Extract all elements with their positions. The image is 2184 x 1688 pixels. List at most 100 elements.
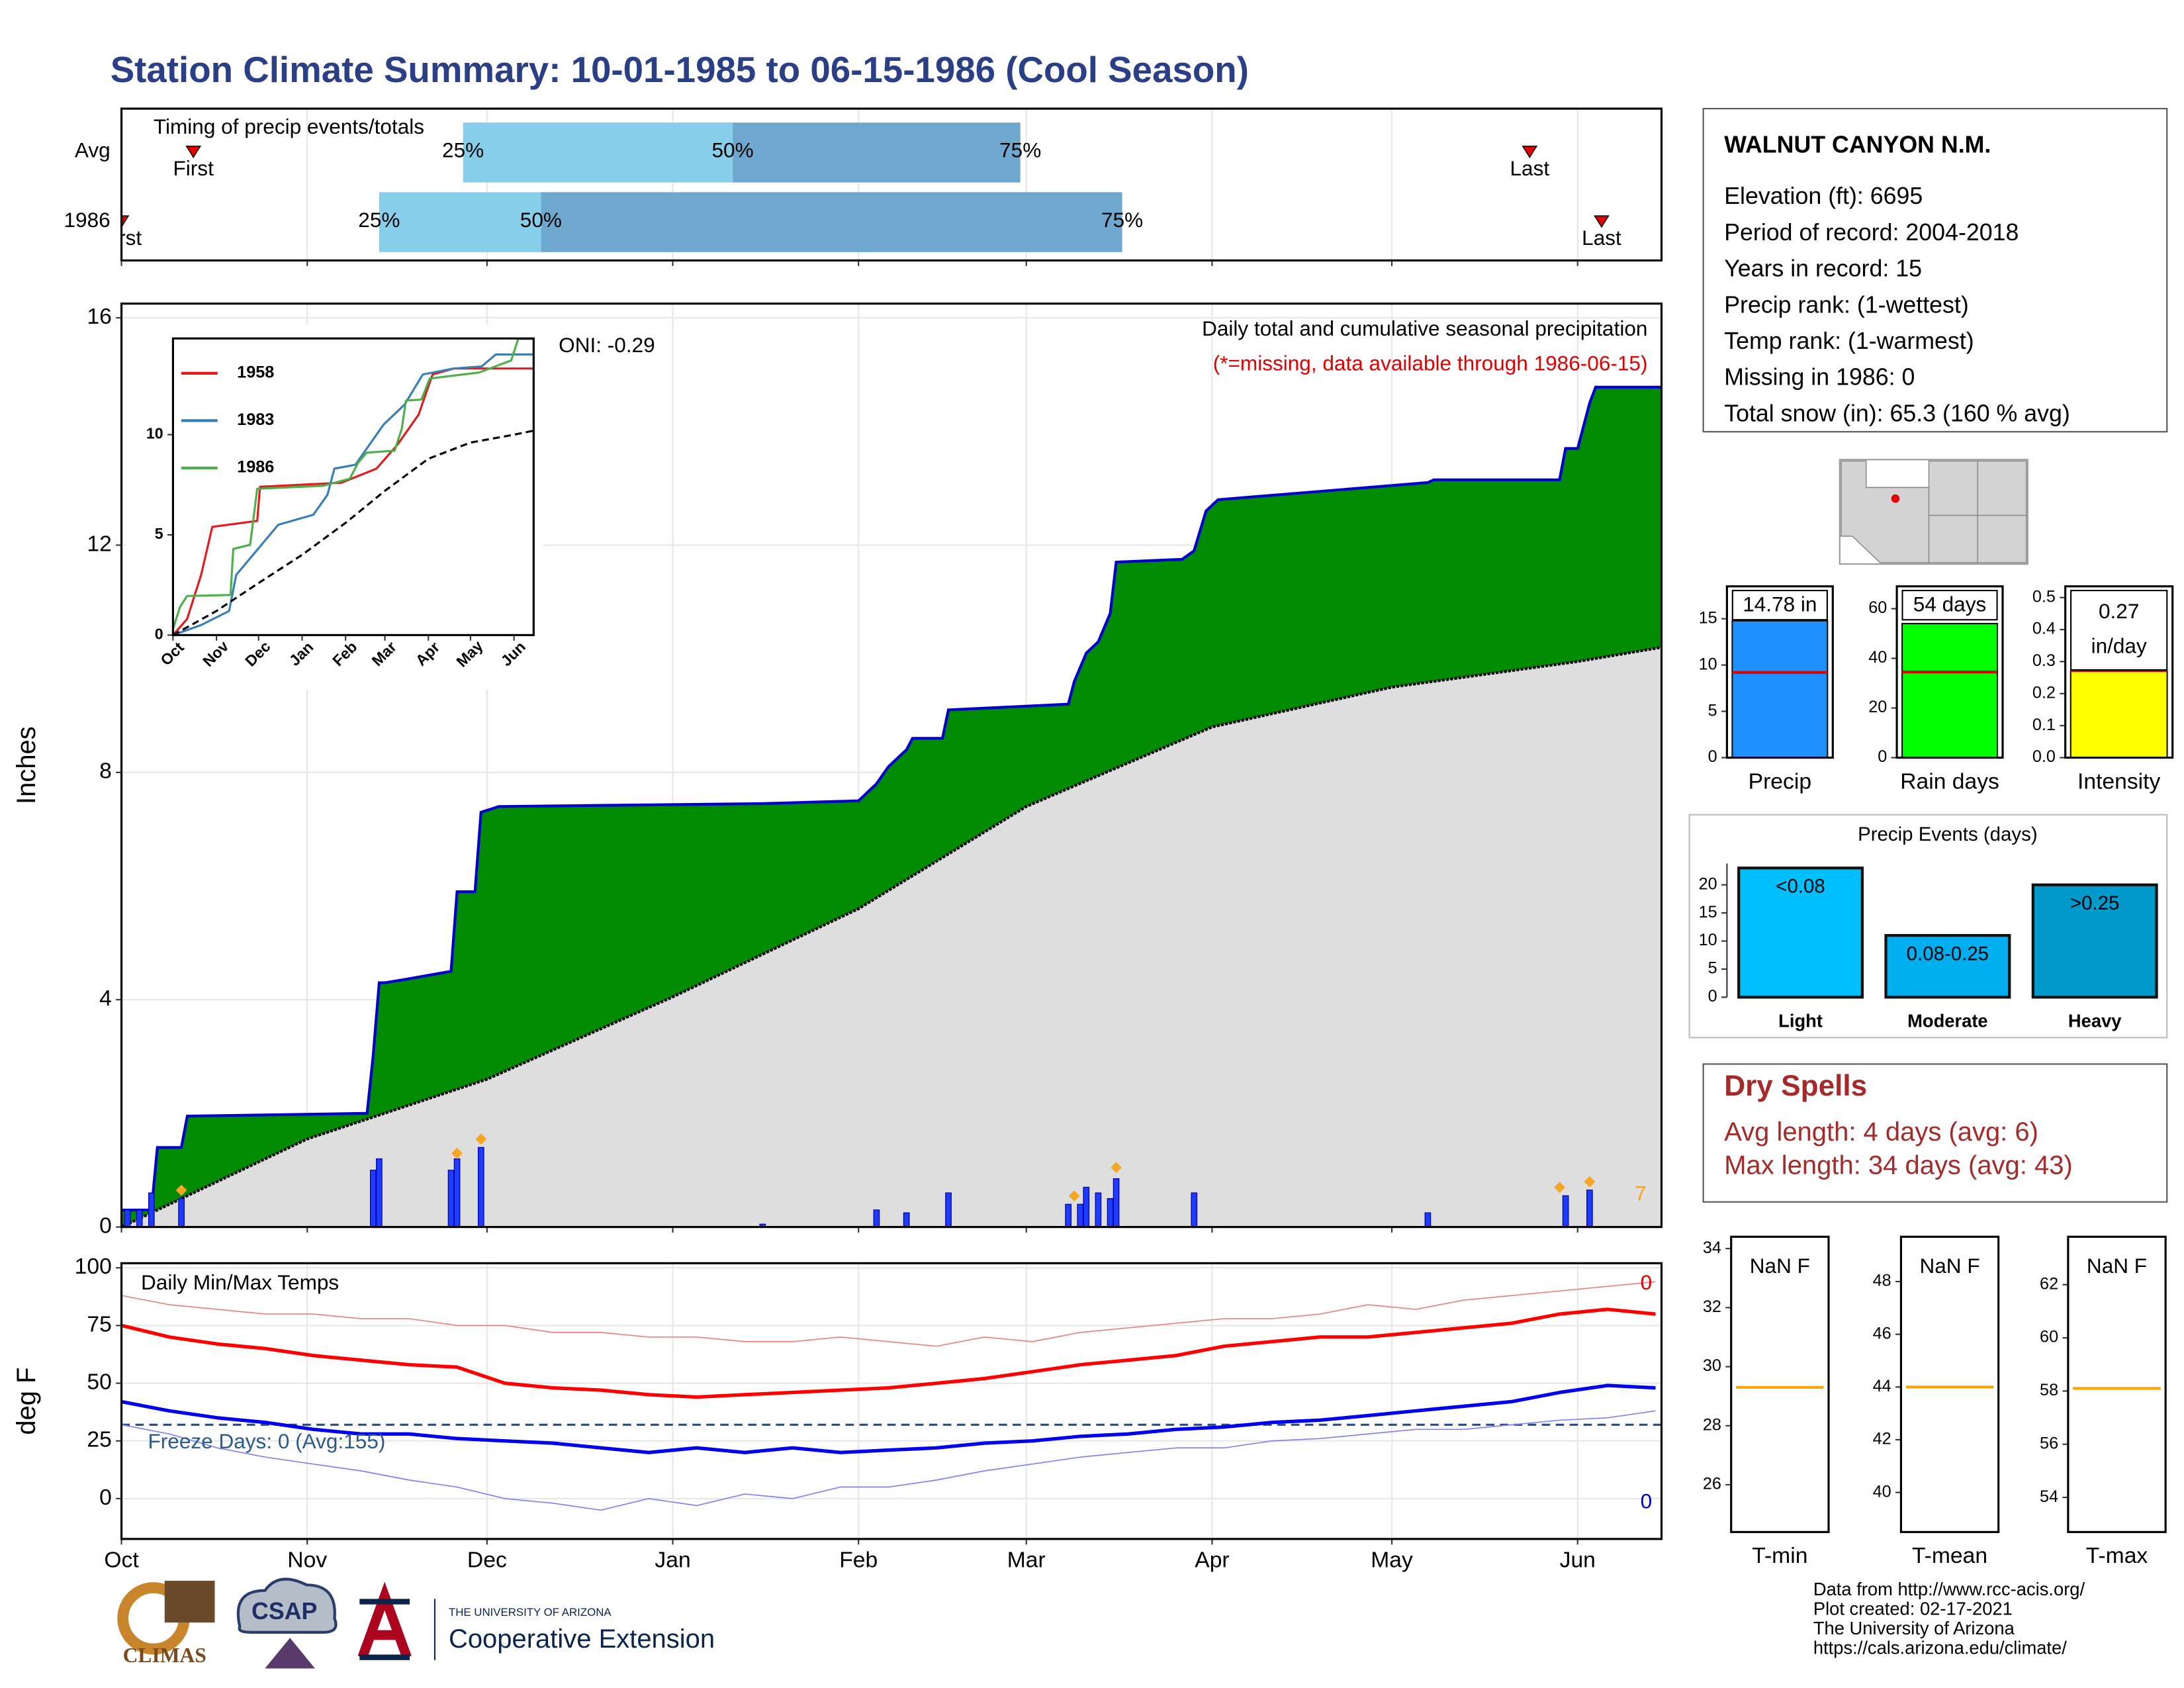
- series-line: [120, 1307, 1656, 1399]
- bar: [1737, 867, 1864, 999]
- value-label: 0.27: [2099, 599, 2139, 623]
- climas-logo-block: [164, 1580, 215, 1623]
- y-tick-label: 0.5: [2032, 587, 2056, 606]
- freeze-days: Freeze Days: 0 (Avg:155): [148, 1429, 386, 1453]
- value-label: NaN F: [1750, 1254, 1810, 1278]
- bin-label: <0.08: [1776, 875, 1825, 897]
- daily-bar: [136, 1209, 143, 1228]
- category-label: Precip: [1749, 769, 1811, 794]
- daily-bar: [447, 1170, 455, 1228]
- plot-frame: [120, 107, 1663, 262]
- y-tick-label: 10: [1699, 655, 1717, 673]
- csap-text: CSAP: [251, 1598, 317, 1624]
- value-label: 14.78 in: [1743, 592, 1817, 616]
- value-label-box: [1901, 590, 1998, 621]
- y-tick-label: 0: [1878, 747, 1887, 766]
- plot-frame: [2064, 585, 2174, 759]
- timeline-title: Timing of precip events/totals: [154, 115, 424, 138]
- x-tick-label: Dec: [467, 1548, 507, 1572]
- station-line: Years in record: 15: [1724, 256, 1922, 282]
- quantile-label: 25%: [358, 208, 400, 232]
- y-tick-label: 4: [99, 986, 112, 1011]
- daily-bar: [453, 1158, 461, 1228]
- y-tick-label: 0: [155, 626, 163, 643]
- bin-label: 0.08-0.25: [1907, 943, 1989, 964]
- page-title: Station Climate Summary: 10-01-1985 to 0…: [111, 49, 1249, 90]
- plot-frame: [120, 303, 1663, 1229]
- daily-bar: [873, 1209, 880, 1228]
- x-tick-label: Oct: [104, 1548, 139, 1572]
- min-count: 0: [1641, 1489, 1653, 1513]
- y-tick-label: 42: [1873, 1430, 1891, 1448]
- bar: [1901, 622, 1999, 759]
- y-tick-label: 25: [87, 1428, 111, 1452]
- y-tick-label: 62: [2040, 1274, 2058, 1293]
- bar: [1731, 620, 1829, 759]
- legend-label: 1958: [237, 363, 274, 382]
- average-line: [120, 645, 1662, 1229]
- quantile-label: 50%: [520, 208, 562, 232]
- daily-bar: [369, 1170, 377, 1228]
- daily-bar: [1113, 1178, 1120, 1228]
- dry-spells-box: [1702, 1063, 2168, 1203]
- daily-bar: [1083, 1186, 1090, 1228]
- x-tick-label: Jun: [1560, 1548, 1596, 1572]
- legend-label: 1983: [237, 410, 274, 429]
- y-tick-label: 10: [146, 425, 163, 442]
- bar: [2031, 883, 2158, 999]
- daily-bar: [376, 1158, 383, 1228]
- daily-bar: [148, 1192, 155, 1228]
- y-tick-label: 40: [1873, 1482, 1891, 1501]
- series-line: [121, 1281, 1656, 1347]
- y-tick-label: 0.1: [2032, 716, 2056, 734]
- first-marker: [185, 146, 202, 159]
- plot-frame: [1730, 1235, 1830, 1533]
- y-tick-label: 100: [75, 1254, 112, 1279]
- first-marker: [121, 215, 130, 228]
- dry-spells-line: Avg length: 4 days (avg: 6): [1724, 1117, 2038, 1147]
- quartile-bar: [733, 122, 1021, 183]
- station-line: Missing in 1986: 0: [1724, 364, 1915, 391]
- category-label: T-min: [1752, 1544, 1807, 1568]
- y-tick-label: 20: [1868, 698, 1887, 716]
- last-label: Last: [1582, 226, 1621, 250]
- y-tick-label: 0: [1708, 747, 1717, 766]
- inset-background: [125, 324, 544, 690]
- category-label: Rain days: [1900, 769, 1999, 794]
- x-tick-label: Nov: [287, 1548, 327, 1572]
- plot-frame: [1725, 585, 1834, 759]
- value-label-box: [1731, 590, 1828, 621]
- y-tick-label: 75: [87, 1312, 111, 1336]
- oni-label: ONI: -0.29: [559, 333, 655, 357]
- daily-bar: [1065, 1203, 1071, 1228]
- dry-spells-line: Max length: 34 days (avg: 43): [1724, 1151, 2073, 1180]
- temps-title: Daily Min/Max Temps: [141, 1270, 339, 1294]
- y-tick-label: 0.0: [2032, 747, 2056, 766]
- y-tick-label: 50: [87, 1370, 111, 1394]
- station-name: WALNUT CANYON N.M.: [1724, 131, 1991, 158]
- y-tick-label: 8: [99, 759, 112, 784]
- ua-logo-frame: [359, 1599, 410, 1660]
- first-label: First: [101, 226, 142, 250]
- quartile-bar: [463, 122, 733, 183]
- series-line: [172, 367, 534, 636]
- quantile-label: 25%: [442, 138, 484, 162]
- y-tick-label: 5: [155, 525, 163, 542]
- series-line: [121, 1410, 1656, 1511]
- events-title: Precip Events (days): [1858, 823, 2038, 845]
- y-tick-label: 16: [87, 305, 111, 329]
- y-axis-label: deg F: [12, 1367, 41, 1434]
- category-label: T-mean: [1912, 1544, 1987, 1568]
- events-panel: [1688, 814, 2168, 1039]
- bin-label: >0.25: [2070, 892, 2120, 914]
- plot-frame: [171, 337, 535, 636]
- y-axis-label: Inches: [12, 726, 41, 804]
- snow-marker: [1554, 1182, 1566, 1194]
- category-label: Intensity: [2077, 769, 2161, 794]
- quantile-label: 75%: [999, 138, 1041, 162]
- quantile-label: 50%: [712, 138, 754, 162]
- map-states: [1841, 460, 2027, 563]
- y-tick-label: 0.3: [2032, 651, 2056, 670]
- quartile-bar: [541, 192, 1122, 252]
